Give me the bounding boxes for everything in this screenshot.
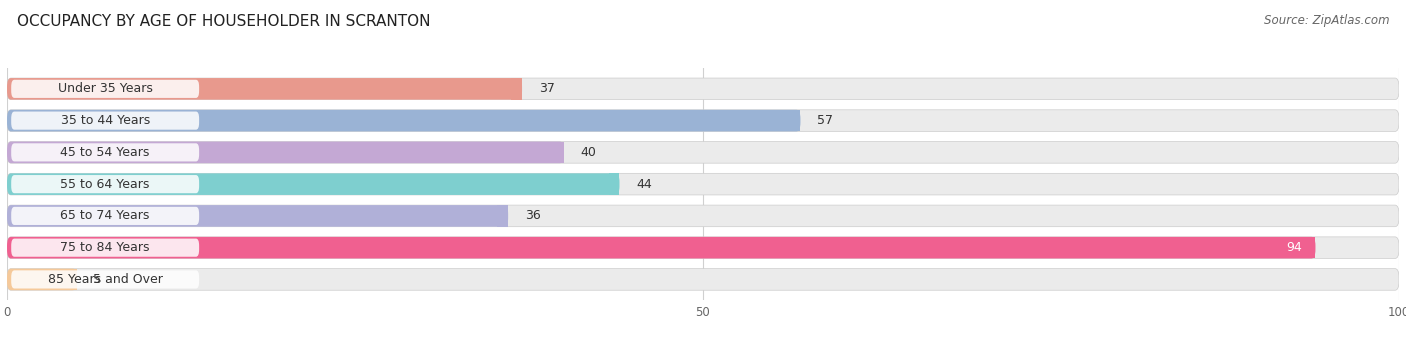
Text: 35 to 44 Years: 35 to 44 Years xyxy=(60,114,150,127)
Text: 44: 44 xyxy=(636,178,652,191)
Bar xyxy=(553,142,564,163)
FancyBboxPatch shape xyxy=(7,78,1399,100)
Text: 75 to 84 Years: 75 to 84 Years xyxy=(60,241,150,254)
FancyBboxPatch shape xyxy=(11,270,200,288)
FancyBboxPatch shape xyxy=(11,207,200,225)
FancyBboxPatch shape xyxy=(7,205,508,227)
FancyBboxPatch shape xyxy=(7,110,800,131)
Bar xyxy=(1305,237,1316,258)
Text: Source: ZipAtlas.com: Source: ZipAtlas.com xyxy=(1264,14,1389,27)
FancyBboxPatch shape xyxy=(7,142,1399,163)
FancyBboxPatch shape xyxy=(11,175,200,193)
Text: 57: 57 xyxy=(817,114,834,127)
Text: 37: 37 xyxy=(538,82,554,95)
Bar xyxy=(609,173,620,195)
Text: 5: 5 xyxy=(93,273,101,286)
Text: Under 35 Years: Under 35 Years xyxy=(58,82,153,95)
Text: 55 to 64 Years: 55 to 64 Years xyxy=(60,178,150,191)
FancyBboxPatch shape xyxy=(7,173,1399,195)
Text: 45 to 54 Years: 45 to 54 Years xyxy=(60,146,150,159)
FancyBboxPatch shape xyxy=(11,143,200,161)
Text: 94: 94 xyxy=(1285,241,1302,254)
Bar xyxy=(790,110,800,131)
FancyBboxPatch shape xyxy=(7,269,77,290)
FancyBboxPatch shape xyxy=(11,239,200,257)
FancyBboxPatch shape xyxy=(7,110,1399,131)
Text: 36: 36 xyxy=(524,209,540,222)
Bar xyxy=(512,78,522,100)
FancyBboxPatch shape xyxy=(7,78,522,100)
Text: 65 to 74 Years: 65 to 74 Years xyxy=(60,209,150,222)
Text: 40: 40 xyxy=(581,146,596,159)
FancyBboxPatch shape xyxy=(7,237,1316,258)
FancyBboxPatch shape xyxy=(11,80,200,98)
Text: 85 Years and Over: 85 Years and Over xyxy=(48,273,163,286)
FancyBboxPatch shape xyxy=(7,237,1399,258)
FancyBboxPatch shape xyxy=(7,173,620,195)
Bar xyxy=(66,269,77,290)
FancyBboxPatch shape xyxy=(7,205,1399,227)
FancyBboxPatch shape xyxy=(11,112,200,130)
FancyBboxPatch shape xyxy=(7,269,1399,290)
Text: OCCUPANCY BY AGE OF HOUSEHOLDER IN SCRANTON: OCCUPANCY BY AGE OF HOUSEHOLDER IN SCRAN… xyxy=(17,14,430,29)
FancyBboxPatch shape xyxy=(7,142,564,163)
Bar xyxy=(498,205,508,227)
